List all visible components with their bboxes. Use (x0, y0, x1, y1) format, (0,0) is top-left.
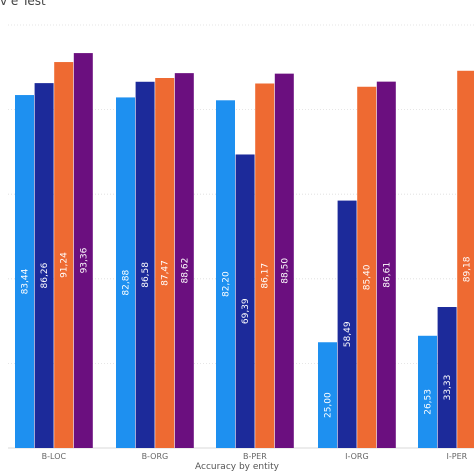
bar-value-label: 33,33 (443, 375, 453, 401)
bar-i-per-series-1 (418, 335, 437, 448)
bar-b-loc-series-4 (73, 53, 93, 449)
bars (15, 53, 474, 449)
bar-value-label: 87,47 (161, 260, 171, 286)
bar-b-org-series-4 (174, 73, 194, 449)
bar-value-label: 85,40 (363, 264, 373, 290)
bar-b-org-series-2 (135, 81, 155, 448)
bar-value-label: 82,88 (122, 270, 132, 296)
bar-value-label: 91,24 (60, 252, 70, 278)
bar-value-label: 69,39 (241, 298, 251, 324)
bar-value-label: 58,49 (343, 321, 353, 347)
bar-i-org-series-3 (357, 86, 377, 449)
x-axis-title: Accuracy by entity (195, 462, 280, 472)
bar-value-label: 83,44 (21, 268, 31, 294)
bar-b-loc-series-2 (34, 83, 54, 448)
x-tick-label: I-ORG (345, 452, 369, 461)
bar-b-loc-series-3 (54, 62, 74, 448)
x-tick-label: B-LOC (42, 452, 67, 461)
bar-i-org-series-2 (337, 200, 357, 448)
x-tick-labels: B-LOC B-ORG B-PER I-ORG I-PER (42, 452, 468, 461)
bar-b-loc-series-1 (15, 95, 34, 448)
x-tick-label: B-ORG (142, 452, 169, 461)
bar-value-label: 86,58 (141, 262, 151, 288)
bar-i-org-series-1 (318, 342, 337, 448)
bar-value-label: 26,53 (424, 389, 434, 415)
bar-value-label: 88,50 (280, 258, 290, 284)
bar-value-label: 82,20 (222, 271, 232, 297)
x-tick-label: B-PER (243, 452, 267, 461)
bar-value-label: 86,17 (261, 263, 271, 289)
bar-b-org-series-3 (155, 78, 175, 449)
bar-i-org-series-4 (376, 81, 396, 448)
bar-value-label: 86,61 (382, 262, 392, 288)
bar-value-labels: 83,44 86,26 91,24 93,36 82,88 86,58 87,47 88,62… (21, 247, 473, 418)
x-tick-label: I-PER (447, 452, 468, 461)
bar-value-label: 89,18 (463, 256, 473, 282)
bar-value-label: 25,00 (324, 392, 334, 418)
bar-value-label: 88,62 (180, 258, 190, 284)
bar-value-label: 86,26 (40, 262, 50, 288)
chart-title: v e Test (0, 0, 46, 8)
bar-value-label: 93,36 (79, 247, 89, 273)
bar-b-org-series-1 (116, 97, 135, 448)
bar-b-per-series-2 (235, 154, 255, 449)
bar-i-per-series-3 (457, 70, 474, 448)
bar-b-per-series-1 (216, 100, 235, 448)
bar-i-per-series-2 (437, 307, 457, 448)
bar-b-per-series-4 (274, 73, 294, 449)
bar-b-per-series-3 (255, 83, 275, 448)
